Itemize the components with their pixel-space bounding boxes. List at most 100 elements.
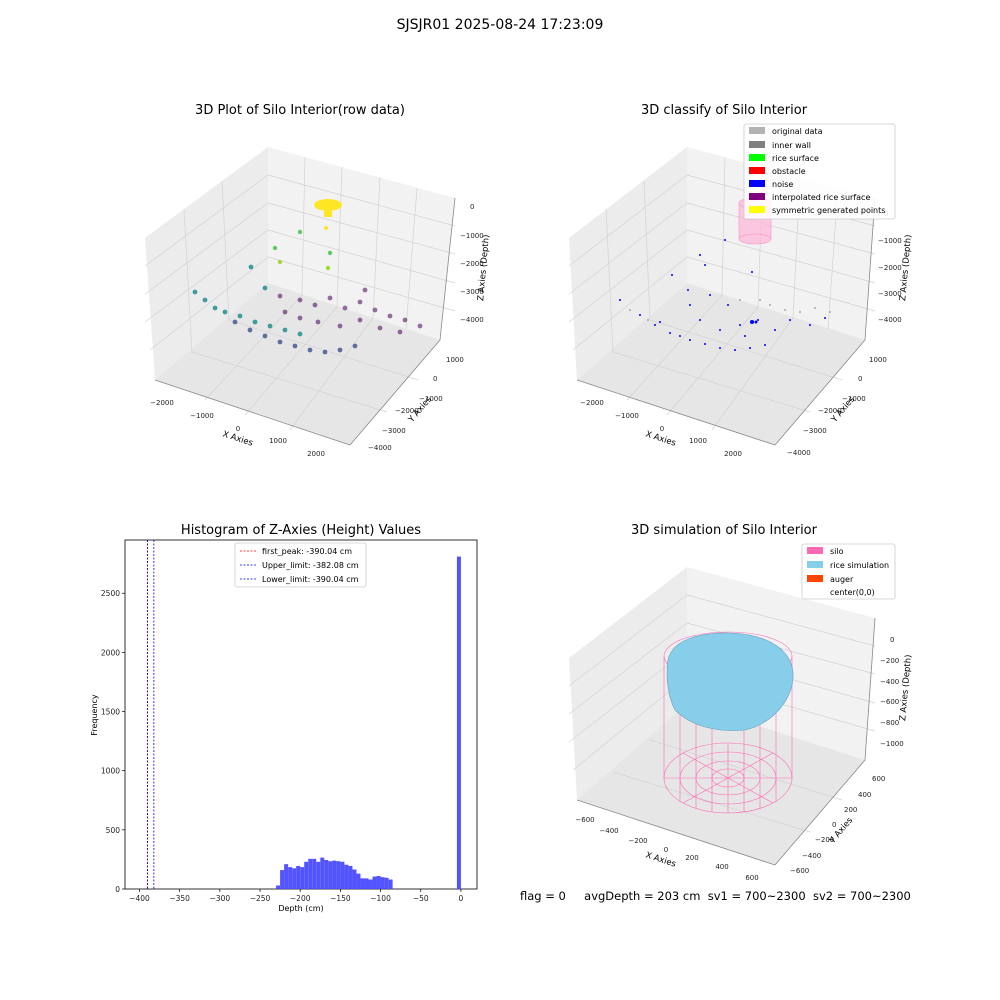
svg-text:Upper_limit: -382.08 cm: Upper_limit: -382.08 cm [262,561,359,570]
histogram-bar [292,868,297,889]
svg-text:−3000: −3000 [382,427,406,435]
svg-text:−4000: −4000 [787,449,811,457]
svg-text:−1000: −1000 [460,232,484,240]
histogram-bar [296,865,301,889]
y-tick-label: 1500 [101,708,120,717]
plot3-histogram: −400 −350 −300 −250 −200 −150 −100 −50 0 0 500 100… [90,539,478,913]
svg-text:−400: −400 [880,678,899,686]
x-tick-label: −250 [250,894,271,903]
histogram-bar [288,867,293,889]
y-tick-label: 2000 [101,648,120,657]
histogram-bar [324,860,329,889]
svg-text:0: 0 [660,425,664,433]
svg-text:2000: 2000 [307,450,325,458]
svg-text:Lower_limit: -390.04 cm: Lower_limit: -390.04 cm [262,575,359,584]
histogram-bar [348,865,353,889]
svg-text:−2000: −2000 [878,264,902,272]
plot1-points [192,199,423,355]
svg-text:−1000: −1000 [880,740,904,748]
histogram-bar [368,879,373,889]
svg-text:inner wall: inner wall [772,141,811,150]
histogram-bar [340,861,345,889]
histogram-bar [280,870,285,889]
svg-text:−600: −600 [880,698,899,706]
svg-text:symmetric generated points: symmetric generated points [772,206,885,215]
histogram-bar [316,861,321,889]
svg-text:1000: 1000 [689,437,707,445]
silo-wireframe [663,631,793,814]
histogram-bar [312,858,317,889]
svg-text:−1000: −1000 [190,412,214,420]
svg-text:−400: −400 [802,852,821,860]
svg-text:−1000: −1000 [419,395,443,403]
plot4-title: 3D simulation of Silo Interior [631,523,817,538]
svg-text:400: 400 [715,863,728,871]
svg-text:0: 0 [433,375,437,383]
plot2-tick-labels: −2000 −1000 0 1000 2000 1000 0 −1000 −20… [580,210,902,458]
plot4-xlabel: X Axies [644,850,677,869]
plot4-zlabel: Z Axies (Depth) [898,654,914,721]
svg-text:silo: silo [830,547,844,556]
svg-text:−3000: −3000 [803,427,827,435]
x-tick-label: −100 [370,894,391,903]
svg-text:2000: 2000 [724,450,742,458]
svg-text:−3000: −3000 [878,290,902,298]
svg-text:obstacle: obstacle [772,167,806,176]
svg-text:400: 400 [858,791,871,799]
svg-text:−400: −400 [599,827,618,835]
y-tick-label: 1000 [101,767,120,776]
svg-text:center(0,0): center(0,0) [830,588,875,597]
plot2-points [619,239,831,351]
y-tick-label: 2500 [101,589,120,598]
svg-text:0: 0 [858,375,862,383]
svg-text:200: 200 [844,806,857,814]
svg-text:auger: auger [830,575,854,584]
svg-text:−4000: −4000 [878,316,902,324]
svg-text:0: 0 [890,636,894,644]
status-flag: flag = 0 [520,889,566,903]
plot2-3d-scatter: −2000 −1000 0 1000 2000 1000 0 −1000 −20… [568,123,914,458]
svg-text:−800: −800 [880,719,899,727]
svg-text:−2000: −2000 [150,399,174,407]
x-tick-label: −150 [330,894,351,903]
histogram-xlabel: Depth (cm) [278,904,323,913]
histogram-bar [300,867,305,889]
status-sv1: sv1 = 700~2300 [707,889,806,903]
x-tick-label: −50 [413,894,429,903]
histogram-x-ticks: −400 −350 −300 −250 −200 −150 −100 −50 0 [129,889,464,903]
histogram-bar [304,861,309,889]
histogram-bar [328,861,333,889]
histogram-bar [276,885,281,889]
plot4-grid [568,594,876,833]
svg-text:−1000: −1000 [878,237,902,245]
svg-text:original data: original data [772,127,823,136]
plot1-title: 3D Plot of Silo Interior(row data) [195,103,405,118]
histogram-bar [284,864,289,889]
svg-text:600: 600 [745,874,758,880]
svg-text:0: 0 [470,203,474,211]
histogram-bar [388,879,393,889]
histogram-bars [276,556,461,889]
svg-text:−1000: −1000 [615,412,639,420]
x-tick-label: −400 [129,894,150,903]
histogram-bar [344,864,349,889]
plot1-grid [144,156,456,431]
plot2-legend: original data inner wall rice surface ob… [743,123,896,220]
svg-text:0: 0 [236,425,240,433]
svg-text:−2000: −2000 [460,260,484,268]
histogram-bar [384,877,389,889]
histogram-bar [364,878,369,889]
x-tick-label: 0 [459,894,464,903]
histogram-bar [336,861,341,889]
rice-simulation-surface [666,632,794,731]
plot4-ylabel: Y Axies [827,815,855,846]
svg-text:−4000: −4000 [460,316,484,324]
svg-text:−200: −200 [628,837,647,845]
histogram-bar [380,877,385,889]
plot1-tick-labels: −2000 −1000 0 1000 2000 1000 0 −1000 −20… [150,203,484,458]
svg-text:600: 600 [872,775,885,783]
histogram-bar [456,556,461,889]
svg-text:200: 200 [685,854,698,862]
status-line: flag = 0 avgDepth = 203 cm sv1 = 700~230… [520,889,911,903]
svg-text:−1000: −1000 [842,395,866,403]
